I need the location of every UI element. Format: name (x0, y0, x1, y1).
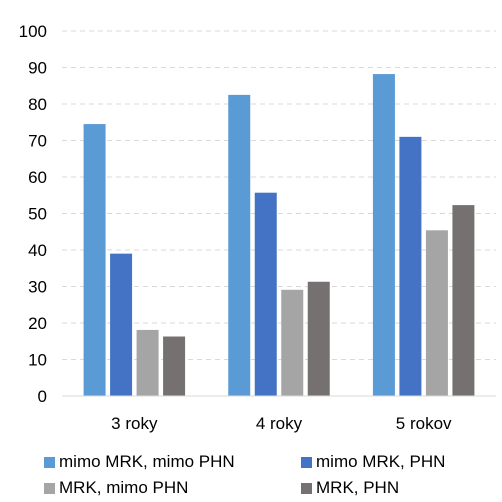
legend-item-mimo-mrk-phn: mimo MRK, PHN (301, 452, 445, 472)
y-tick-label: 100 (19, 22, 47, 41)
legend-swatch (301, 456, 312, 468)
y-tick-label: 40 (28, 241, 47, 260)
legend-item-mrk-phn: MRK, PHN (301, 478, 399, 498)
legend-label: mimo MRK, mimo PHN (59, 452, 235, 471)
y-tick-label: 70 (28, 132, 47, 151)
x-category-label: 5 rokov (396, 414, 452, 433)
y-tick-label: 50 (28, 205, 47, 224)
x-category-label: 3 roky (111, 414, 158, 433)
bar (399, 136, 422, 396)
legend-item-mimo-mrk-mimo-phn: mimo MRK, mimo PHN (44, 452, 235, 472)
y-tick-label: 0 (38, 387, 47, 406)
legend-label: MRK, PHN (316, 478, 400, 497)
legend-item-mrk-mimo-phn: MRK, mimo PHN (44, 478, 188, 498)
y-tick-label: 30 (28, 278, 47, 297)
bar (372, 74, 395, 396)
legend-label: MRK, mimo PHN (59, 478, 189, 497)
legend: mimo MRK, mimo PHN mimo MRK, PHN MRK, mi… (0, 448, 502, 502)
x-category-label: 4 roky (256, 414, 303, 433)
y-tick-label: 10 (28, 351, 47, 370)
bar (254, 192, 277, 396)
bar (83, 124, 106, 396)
bar (228, 94, 251, 396)
bar (425, 230, 448, 396)
legend-swatch (301, 482, 312, 494)
legend-label: mimo MRK, PHN (316, 452, 446, 471)
gridlines (62, 30, 496, 360)
bar (163, 336, 186, 396)
y-tick-label: 20 (28, 314, 47, 333)
y-tick-label: 80 (28, 95, 47, 114)
bar (452, 205, 475, 396)
y-axis-tick-labels: 0 10 20 30 40 50 60 70 80 90 100 (19, 22, 47, 406)
bar-chart: 0 10 20 30 40 50 60 70 80 90 100 3 roky 4 roky 5 rok… (19, 22, 496, 433)
y-tick-label: 90 (28, 59, 47, 78)
bar (110, 253, 133, 396)
x-axis-category-labels: 3 roky 4 roky 5 rokov (111, 414, 452, 433)
legend-swatch (44, 482, 55, 494)
bars (83, 74, 475, 396)
bar (136, 329, 159, 396)
legend-swatch (44, 456, 55, 468)
bar (307, 281, 330, 396)
bar (281, 289, 304, 396)
y-tick-label: 60 (28, 168, 47, 187)
